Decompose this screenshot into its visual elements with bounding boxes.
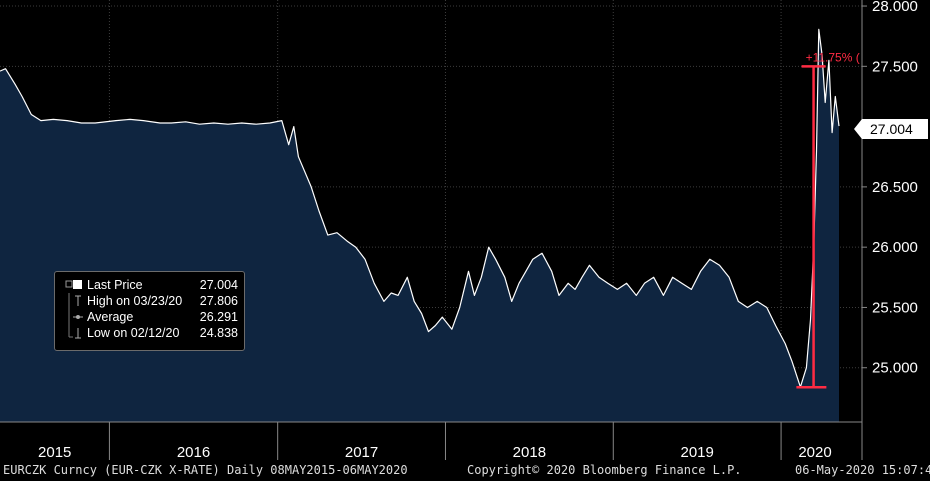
footer-ticker: EURCZK Curncy (EUR-CZK X-RATE) Daily 08M… <box>3 463 408 477</box>
y-axis: 28.000 27.500 26.500 26.000 25.500 25.000 <box>861 0 918 460</box>
legend-value: 24.838 <box>199 326 238 340</box>
average-marker-icon <box>68 309 83 325</box>
x-tick-label: 2016 <box>177 444 210 461</box>
y-tick-label: 25.000 <box>872 360 918 377</box>
legend-item-low: Low on 02/12/20 24.838 <box>63 325 238 341</box>
x-tick-label: 2020 <box>798 444 831 461</box>
high-marker-icon <box>68 293 81 309</box>
price-line-path <box>0 28 840 388</box>
legend-item-last-price: Last Price 27.004 <box>63 277 238 293</box>
y-tick-label: 27.500 <box>872 58 918 75</box>
legend-value: 27.806 <box>199 294 238 308</box>
legend-label: Low on 02/12/20 <box>87 326 180 340</box>
price-line <box>0 28 840 388</box>
x-tick-label: 2017 <box>345 444 378 461</box>
x-tick-label: 2015 <box>38 444 71 461</box>
square-icon <box>65 280 82 289</box>
last-price-tag: 27.004 <box>854 119 928 139</box>
legend-value: 26.291 <box>199 310 238 324</box>
price-area <box>0 29 839 423</box>
legend-label: Last Price <box>87 278 143 292</box>
legend-label: Average <box>87 310 134 324</box>
annotation-label: +11.75% ( <box>806 50 860 64</box>
footer-timestamp: 06-May-2020 15:07:43 <box>795 463 930 477</box>
legend-label: High on 03/23/20 <box>87 294 183 308</box>
footer-copyright: Copyright© 2020 Bloomberg Finance L.P. <box>467 463 742 477</box>
legend-item-high: High on 03/23/20 27.806 <box>63 293 238 309</box>
legend: Last Price 27.004 High on 03/23/20 27.80… <box>54 271 245 351</box>
legend-item-average: Average 26.291 <box>63 309 238 325</box>
y-tick-label: 26.500 <box>872 179 918 196</box>
x-tick-label: 2018 <box>513 444 546 461</box>
y-tick-label: 28.000 <box>872 0 918 15</box>
y-tick-label: 25.500 <box>872 299 918 316</box>
low-marker-icon <box>68 325 81 339</box>
x-axis: 2015 2016 2017 2018 2019 2020 <box>0 421 862 461</box>
price-area-fill <box>0 29 839 423</box>
change-annotation: +11.75% ( <box>796 50 860 389</box>
legend-value: 27.004 <box>199 278 238 292</box>
x-tick-label: 2019 <box>680 444 713 461</box>
y-tick-label: 26.000 <box>872 239 918 256</box>
